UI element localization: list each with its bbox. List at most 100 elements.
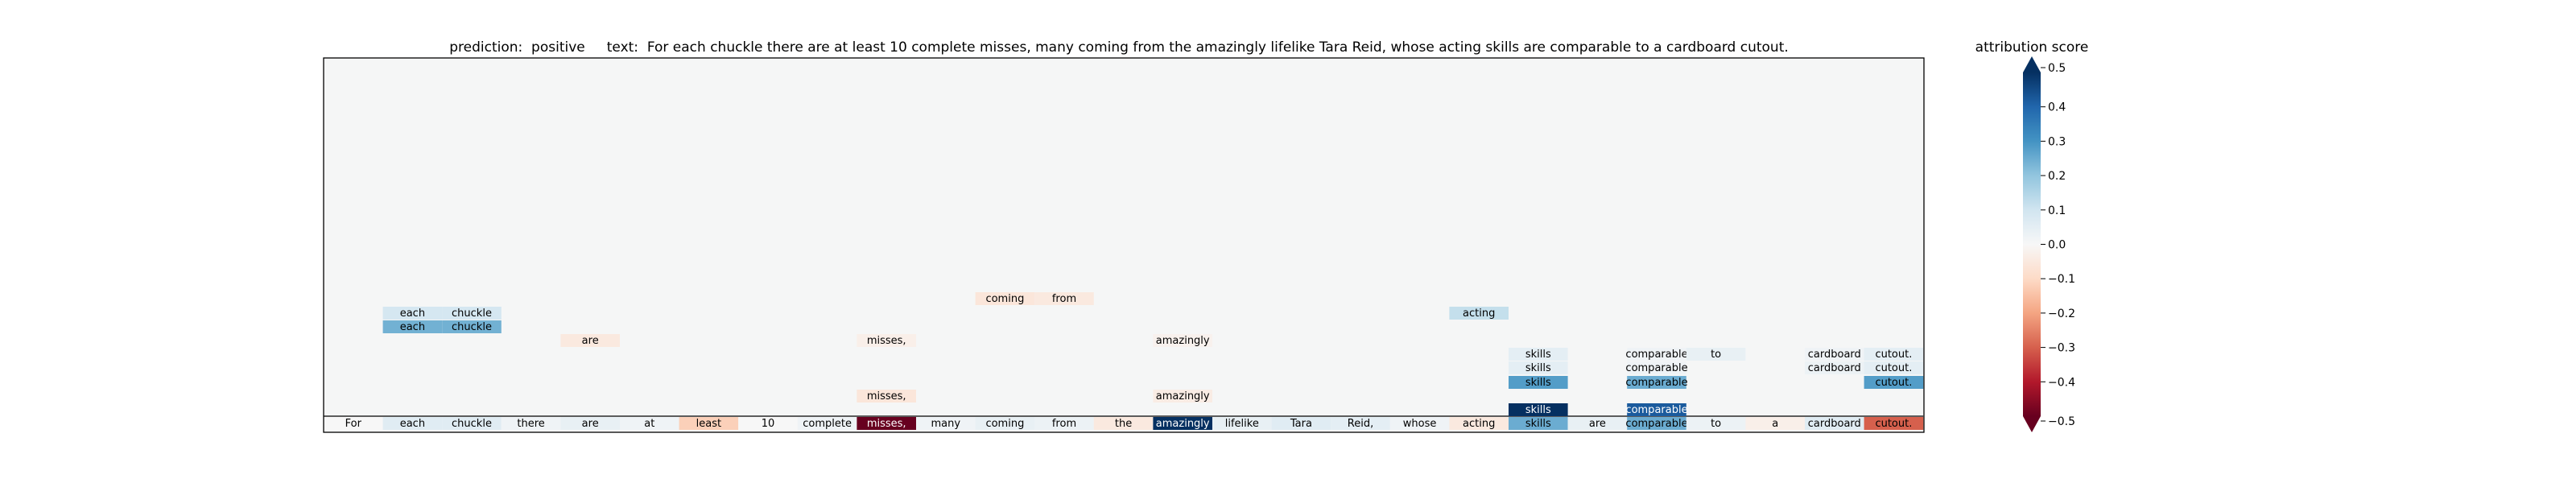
token-label: skills bbox=[1525, 362, 1551, 374]
token-label: For bbox=[345, 418, 362, 430]
colorbar-tick-label: 0.2 bbox=[2048, 170, 2066, 183]
token-label: 10 bbox=[762, 418, 775, 430]
cell-base-13 bbox=[1093, 417, 1154, 430]
cell-layer-8-11 bbox=[975, 292, 1035, 305]
cell-layer-3-22 bbox=[1627, 361, 1686, 374]
token-label: least bbox=[696, 418, 721, 430]
cell-base-26 bbox=[1864, 417, 1924, 430]
cell-layer-3-25 bbox=[1805, 361, 1864, 374]
cell-layer-4-26 bbox=[1864, 348, 1924, 361]
cell-base-4 bbox=[560, 417, 620, 430]
colorbar-tick-label: −0.1 bbox=[2048, 273, 2075, 286]
cell-base-12 bbox=[1034, 417, 1094, 430]
token-label: comparable bbox=[1625, 418, 1687, 430]
cell-base-7 bbox=[738, 417, 798, 430]
token-label: are bbox=[1589, 418, 1606, 430]
token-label: are bbox=[582, 335, 599, 347]
cell-base-17 bbox=[1331, 417, 1390, 430]
cell-base-15 bbox=[1212, 417, 1272, 430]
token-label: each bbox=[400, 321, 425, 333]
cell-layer-6-1 bbox=[382, 320, 443, 333]
colorbar-extend-top bbox=[2023, 56, 2041, 72]
cell-layer-4-25 bbox=[1805, 348, 1864, 361]
cell-base-9 bbox=[857, 417, 916, 430]
token-label: cardboard bbox=[1808, 362, 1861, 374]
token-label: to bbox=[1711, 418, 1721, 430]
token-label: amazingly bbox=[1156, 418, 1210, 430]
token-label: misses, bbox=[867, 390, 906, 402]
cell-layer-2-26 bbox=[1864, 376, 1924, 389]
token-label: there bbox=[517, 418, 544, 430]
token-label: misses, bbox=[867, 418, 906, 430]
cell-base-11 bbox=[975, 417, 1035, 430]
token-label: each bbox=[400, 418, 425, 430]
cell-layer-2-20 bbox=[1509, 376, 1568, 389]
token-label: each bbox=[400, 308, 425, 320]
token-label: cutout. bbox=[1875, 362, 1912, 374]
cell-base-14 bbox=[1153, 417, 1212, 430]
cell-base-16 bbox=[1271, 417, 1331, 430]
cell-base-25 bbox=[1805, 417, 1864, 430]
token-label: skills bbox=[1525, 349, 1551, 361]
colorbar-tick-label: −0.2 bbox=[2048, 308, 2075, 320]
cell-layer-5-4 bbox=[560, 334, 620, 347]
token-label: the bbox=[1115, 418, 1132, 430]
token-label: many bbox=[931, 418, 961, 430]
cell-base-2 bbox=[442, 417, 502, 430]
colorbar-gradient bbox=[2023, 72, 2041, 416]
cell-layer-6-2 bbox=[442, 320, 502, 333]
cell-layer-3-20 bbox=[1509, 361, 1568, 374]
token-label: lifelike bbox=[1225, 418, 1259, 430]
token-label: comparable bbox=[1625, 362, 1687, 374]
token-label: comparable bbox=[1625, 377, 1687, 389]
plot-frame bbox=[323, 57, 1925, 433]
colorbar-tick-label: −0.3 bbox=[2048, 342, 2075, 355]
cell-layer-5-9 bbox=[857, 334, 916, 347]
token-label: acting bbox=[1463, 308, 1495, 320]
token-label: chuckle bbox=[452, 321, 492, 333]
cell-layer-5-14 bbox=[1153, 334, 1212, 347]
cell-layer-3-26 bbox=[1864, 361, 1924, 374]
colorbar-tick-label: 0.1 bbox=[2048, 204, 2066, 217]
cell-base-19 bbox=[1449, 417, 1509, 430]
cell-base-24 bbox=[1745, 417, 1805, 430]
token-label: comparable bbox=[1625, 349, 1687, 361]
colorbar-extend-bottom bbox=[2023, 416, 2041, 432]
token-label: acting bbox=[1463, 418, 1495, 430]
cell-layer-4-23 bbox=[1686, 348, 1746, 361]
token-label: Tara bbox=[1290, 418, 1312, 430]
token-label: cardboard bbox=[1808, 418, 1861, 430]
token-label: chuckle bbox=[452, 418, 492, 430]
attribution-cells: For each chuckle there are at least 10 complete m… bbox=[324, 292, 1924, 430]
token-label: to bbox=[1711, 349, 1721, 361]
cell-base-5 bbox=[620, 417, 679, 430]
cell-layer-8-12 bbox=[1034, 292, 1094, 305]
cell-base-0 bbox=[324, 417, 383, 430]
token-label: from bbox=[1052, 418, 1076, 430]
token-label: chuckle bbox=[452, 308, 492, 320]
cell-layer-4-22 bbox=[1627, 348, 1686, 361]
token-label: a bbox=[1772, 418, 1778, 430]
colorbar: 0.5 0.4 0.3 0.2 0.1 0.0 −0.1 −0.2 −0.3 −0.4 −0.5 bbox=[2023, 56, 2075, 432]
token-label: whose bbox=[1403, 418, 1437, 430]
cell-layer-0-22 bbox=[1627, 403, 1686, 416]
chart-title: prediction: positive text: For each chuc… bbox=[449, 39, 1789, 56]
token-label: misses, bbox=[867, 335, 906, 347]
cell-layer-7-1 bbox=[382, 307, 443, 320]
token-label: amazingly bbox=[1156, 390, 1210, 402]
colorbar-tick-label: 0.5 bbox=[2048, 62, 2066, 75]
token-label: cardboard bbox=[1808, 349, 1861, 361]
cell-layer-1-14 bbox=[1153, 390, 1212, 402]
cell-base-3 bbox=[501, 417, 561, 430]
cell-base-23 bbox=[1686, 417, 1746, 430]
cell-layer-7-19 bbox=[1449, 307, 1509, 320]
cell-layer-1-9 bbox=[857, 390, 916, 402]
cell-layer-7-2 bbox=[442, 307, 502, 320]
cell-base-8 bbox=[797, 417, 857, 430]
token-label: from bbox=[1052, 293, 1076, 305]
cell-base-22 bbox=[1627, 417, 1686, 430]
token-label: amazingly bbox=[1156, 335, 1210, 347]
cell-base-1 bbox=[382, 417, 443, 430]
colorbar-label: attribution score bbox=[1975, 39, 2089, 56]
